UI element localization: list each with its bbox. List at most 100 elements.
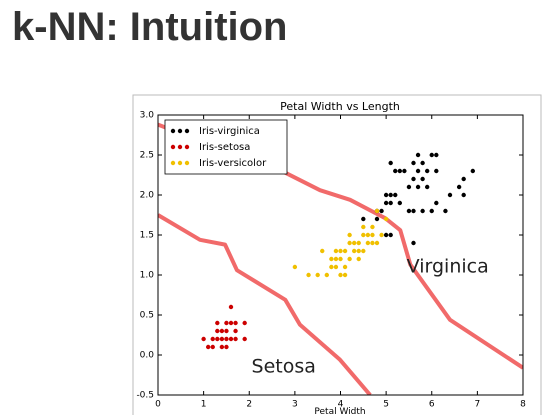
data-point [388, 160, 393, 166]
data-point [215, 328, 220, 334]
y-tick-label: 0.5 [140, 311, 154, 321]
data-point [224, 336, 229, 342]
data-point [374, 216, 380, 222]
legend-label: Iris-virginica [199, 126, 260, 137]
x-tick-label: 2 [246, 400, 252, 410]
data-point [470, 168, 476, 174]
data-point [306, 272, 311, 278]
legend-marker [170, 144, 176, 150]
data-point [351, 248, 357, 254]
data-point [329, 256, 334, 262]
region-label: Setosa [252, 356, 316, 378]
data-point [219, 336, 225, 342]
data-point [411, 240, 416, 246]
data-point [315, 272, 320, 278]
data-point [365, 232, 371, 238]
data-point [420, 160, 425, 166]
data-point [434, 168, 439, 174]
legend-marker [170, 160, 176, 166]
y-tick-label: 0.0 [140, 351, 155, 361]
data-point [434, 152, 439, 158]
data-point [342, 272, 348, 278]
data-point [333, 256, 339, 262]
legend-label: Iris-versicolor [199, 158, 267, 169]
data-point [347, 240, 352, 246]
x-tick-label: 8 [520, 400, 526, 410]
data-point [370, 240, 375, 246]
data-point [233, 336, 238, 342]
x-axis-label: Petal Width [314, 407, 365, 415]
x-tick-label: 6 [429, 400, 435, 410]
data-point [374, 208, 380, 214]
data-point [424, 184, 430, 190]
legend-marker [177, 144, 183, 150]
data-point [424, 168, 430, 174]
y-tick-label: 1.0 [140, 271, 155, 281]
decision-boundary [158, 213, 372, 395]
data-point [219, 328, 225, 334]
data-point [333, 248, 339, 254]
data-point [397, 168, 403, 174]
data-point [388, 232, 393, 238]
data-point [224, 328, 229, 334]
data-point [443, 208, 448, 214]
data-point [383, 216, 389, 222]
data-point [374, 240, 380, 246]
legend-marker [177, 128, 183, 134]
data-point [406, 208, 412, 214]
data-point [429, 152, 434, 158]
data-point [356, 240, 361, 246]
data-point [415, 152, 421, 158]
data-point [210, 336, 215, 342]
data-point [224, 344, 229, 350]
data-point [461, 176, 466, 182]
data-point [356, 248, 361, 254]
data-point [415, 168, 421, 174]
x-tick-label: 3 [292, 400, 298, 410]
data-point [338, 256, 343, 262]
data-point [388, 192, 393, 198]
data-point [205, 344, 211, 350]
data-point [228, 336, 234, 342]
data-point [242, 336, 247, 342]
data-point [201, 336, 206, 342]
data-point [356, 256, 361, 262]
x-tick-label: 5 [383, 400, 389, 410]
data-point [370, 232, 375, 238]
x-tick-label: 4 [338, 400, 344, 410]
data-point [215, 320, 220, 326]
data-point [233, 320, 238, 326]
data-point [338, 248, 343, 254]
legend-marker [170, 128, 176, 134]
y-tick-label: 3.0 [140, 111, 155, 121]
x-tick-label: 7 [475, 400, 481, 410]
x-tick-label: 1 [201, 400, 207, 410]
data-point [383, 192, 389, 198]
data-point [333, 264, 339, 270]
data-point [411, 176, 416, 182]
legend-marker [177, 160, 183, 166]
data-point [342, 264, 348, 270]
data-point [397, 200, 403, 206]
data-point [361, 248, 366, 254]
legend-label: Iris-setosa [199, 142, 250, 153]
y-tick-label: 1.5 [140, 231, 154, 241]
data-point [365, 240, 371, 246]
data-point [320, 248, 325, 254]
data-point [361, 224, 366, 230]
data-point [383, 232, 389, 238]
y-tick-label: 2.5 [140, 151, 154, 161]
data-point [420, 176, 425, 182]
data-point [215, 336, 220, 342]
legend-marker [184, 128, 190, 134]
data-point [228, 320, 234, 326]
data-point [434, 200, 439, 206]
data-point [351, 240, 357, 246]
data-point [361, 216, 366, 222]
data-point [415, 184, 421, 190]
x-tick-label: 0 [155, 400, 161, 410]
y-tick-label: 2.0 [140, 191, 155, 201]
data-point [402, 168, 407, 174]
data-point [292, 264, 298, 270]
